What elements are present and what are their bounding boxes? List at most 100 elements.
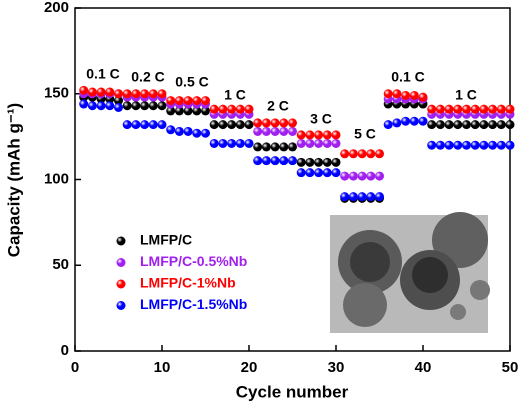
data-point bbox=[470, 104, 480, 114]
data-point bbox=[383, 89, 393, 99]
data-point bbox=[201, 106, 210, 116]
data-point bbox=[314, 157, 324, 167]
data-point bbox=[244, 120, 254, 130]
data-point bbox=[166, 96, 176, 106]
data-point bbox=[340, 192, 350, 202]
data-point bbox=[192, 96, 202, 106]
data-point bbox=[366, 192, 376, 202]
x-tick-label: 0 bbox=[71, 359, 79, 376]
data-point bbox=[453, 104, 463, 114]
data-point bbox=[270, 156, 280, 166]
data-point bbox=[209, 104, 219, 114]
data-point bbox=[122, 120, 132, 130]
data-point bbox=[87, 101, 97, 111]
data-point bbox=[488, 104, 498, 114]
data-point bbox=[96, 87, 106, 97]
data-point bbox=[157, 89, 167, 99]
data-point bbox=[470, 120, 480, 130]
y-tick-label: 100 bbox=[44, 170, 69, 187]
data-point bbox=[435, 104, 445, 114]
data-point bbox=[401, 116, 411, 126]
data-point bbox=[157, 101, 167, 111]
data-point bbox=[288, 142, 297, 152]
data-point bbox=[296, 168, 306, 178]
data-point bbox=[340, 171, 350, 181]
data-point bbox=[261, 126, 271, 136]
data-point bbox=[270, 126, 280, 136]
data-point bbox=[470, 140, 480, 150]
data-point bbox=[201, 96, 210, 106]
data-point bbox=[183, 126, 193, 136]
data-point bbox=[340, 149, 350, 159]
data-point bbox=[183, 106, 193, 116]
rate-annotation: 0.2 C bbox=[131, 69, 164, 85]
y-axis-label: Capacity (mAh g⁻¹) bbox=[4, 103, 23, 257]
legend-label: LMFP/C-0.5%Nb bbox=[140, 253, 247, 269]
data-point bbox=[140, 89, 150, 99]
data-point bbox=[366, 171, 376, 181]
data-point bbox=[322, 130, 332, 140]
data-point bbox=[296, 138, 306, 148]
data-point bbox=[270, 118, 280, 128]
data-point bbox=[201, 128, 210, 138]
data-point bbox=[114, 96, 123, 106]
data-point bbox=[305, 138, 315, 148]
data-point bbox=[479, 104, 489, 114]
data-point bbox=[392, 118, 402, 128]
legend-label: LMFP/C bbox=[140, 232, 192, 248]
data-point bbox=[496, 120, 506, 130]
data-point bbox=[496, 140, 506, 150]
data-point bbox=[131, 120, 141, 130]
legend-marker bbox=[116, 258, 126, 267]
data-point bbox=[322, 157, 332, 167]
data-point bbox=[174, 106, 184, 116]
rate-annotation: 0.1 C bbox=[391, 69, 424, 85]
data-point bbox=[87, 87, 97, 97]
data-point bbox=[488, 140, 498, 150]
data-point bbox=[79, 85, 89, 95]
data-point bbox=[218, 120, 228, 130]
data-point bbox=[348, 171, 358, 181]
data-point bbox=[462, 104, 471, 114]
data-point bbox=[357, 192, 367, 202]
data-point bbox=[418, 92, 428, 102]
y-tick-label: 200 bbox=[44, 0, 69, 16]
data-point bbox=[148, 120, 158, 130]
data-point bbox=[174, 126, 184, 136]
x-tick-label: 10 bbox=[154, 359, 171, 376]
data-point bbox=[288, 126, 297, 136]
legend-marker bbox=[116, 236, 126, 246]
legend-marker bbox=[116, 279, 126, 289]
data-point bbox=[218, 138, 228, 148]
data-point bbox=[166, 106, 176, 116]
y-tick-label: 150 bbox=[44, 85, 69, 102]
data-point bbox=[148, 89, 158, 99]
data-point bbox=[479, 140, 489, 150]
data-point bbox=[357, 171, 367, 181]
data-point bbox=[253, 126, 263, 136]
data-point bbox=[453, 140, 463, 150]
data-point bbox=[261, 142, 271, 152]
rate-annotation: 0.5 C bbox=[175, 74, 208, 90]
data-point bbox=[131, 89, 141, 99]
data-point bbox=[253, 156, 263, 166]
data-point bbox=[148, 101, 158, 111]
data-point bbox=[435, 140, 445, 150]
data-point bbox=[331, 138, 341, 148]
rate-annotation: 0.1 C bbox=[86, 66, 119, 82]
data-point bbox=[209, 120, 219, 130]
data-point bbox=[209, 138, 219, 148]
data-point bbox=[314, 138, 324, 148]
x-tick-label: 30 bbox=[328, 359, 345, 376]
data-point bbox=[444, 120, 454, 130]
rate-annotation: 2 C bbox=[267, 98, 289, 114]
data-point bbox=[166, 125, 176, 135]
rate-annotation: 3 C bbox=[310, 111, 332, 127]
data-point bbox=[244, 104, 254, 114]
data-point bbox=[366, 149, 376, 159]
data-point bbox=[131, 101, 141, 111]
data-point bbox=[453, 120, 463, 130]
data-point bbox=[218, 104, 228, 114]
data-point bbox=[383, 120, 393, 130]
data-point bbox=[227, 120, 237, 130]
